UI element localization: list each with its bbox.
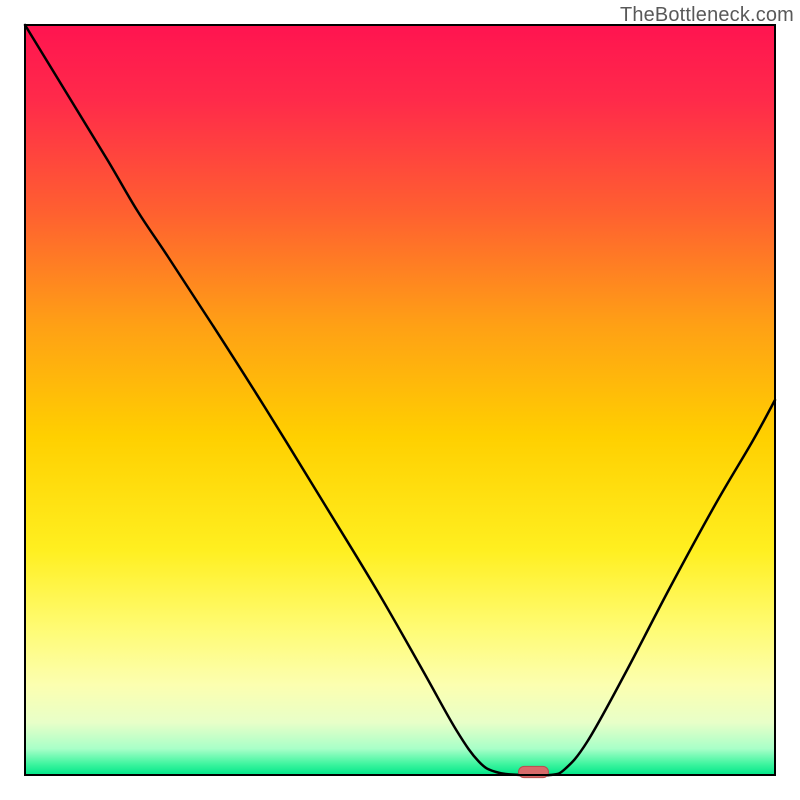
- chart-canvas: [0, 0, 800, 800]
- bottleneck-chart: TheBottleneck.com: [0, 0, 800, 800]
- watermark-text: TheBottleneck.com: [620, 4, 794, 27]
